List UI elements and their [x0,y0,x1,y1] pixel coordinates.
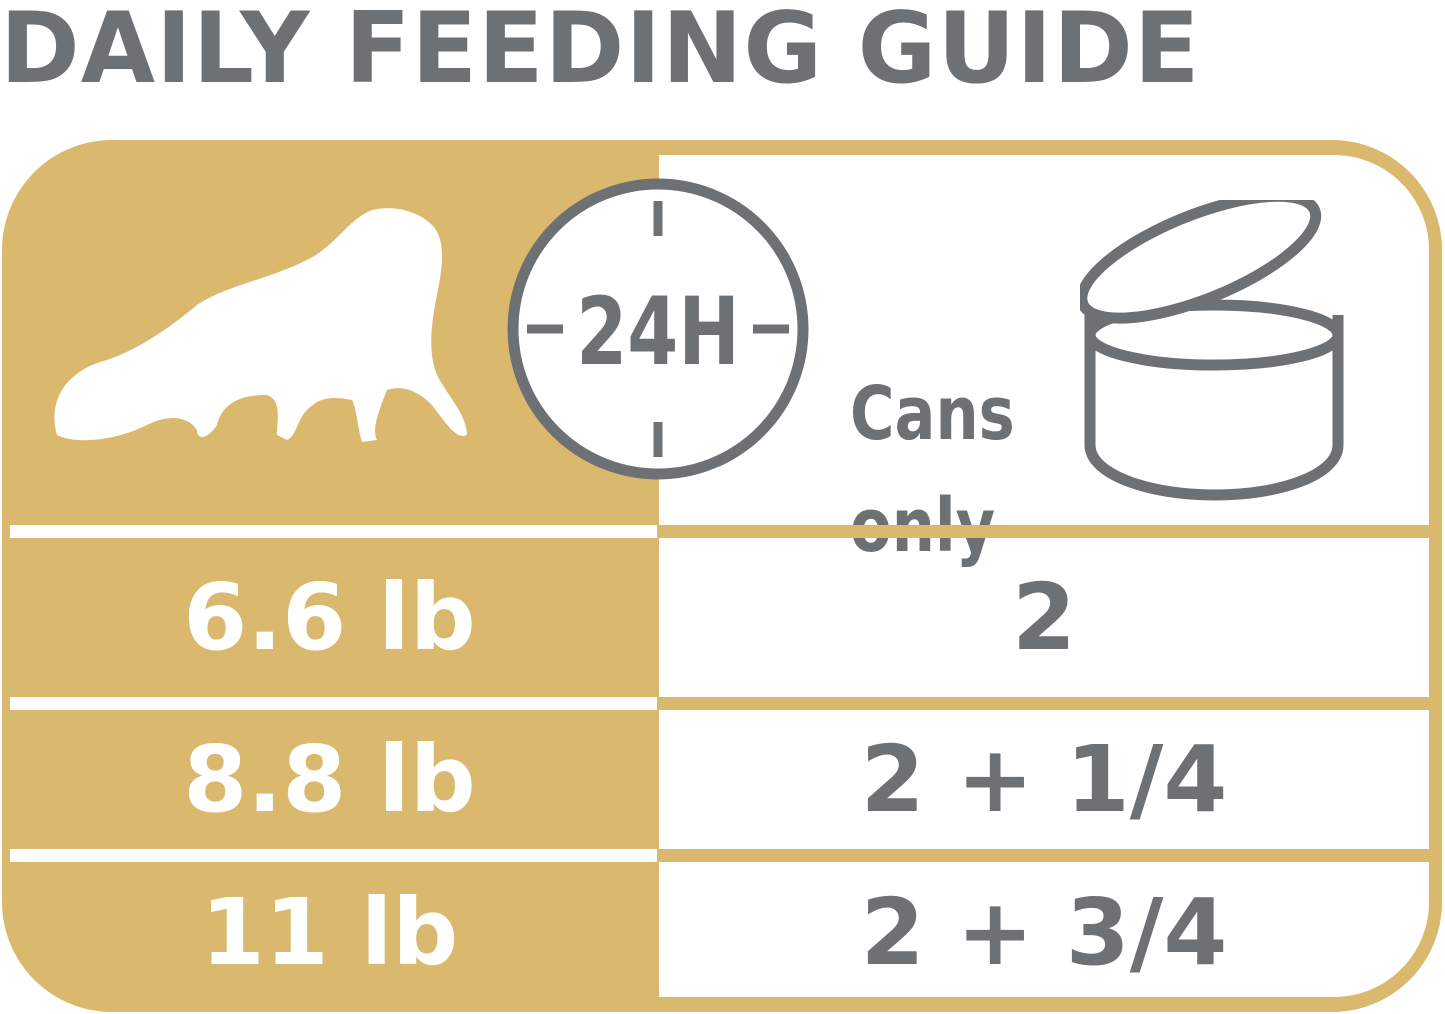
open-can-icon [1080,200,1344,501]
cans-cell: 2 + 3/4 [860,878,1228,986]
row-divider [10,525,657,538]
weight-cell: 6.6 lb [183,564,476,671]
clock-24h-icon: 24H [507,178,809,480]
weight-cell: 11 lb [200,878,459,986]
clock-label: 24H [576,277,739,386]
cat-silhouette-icon [54,208,467,442]
row-divider [10,697,657,710]
row-divider [659,697,1429,710]
feeding-table: 24H Cans only 6.6 lb 2 8.8 lb 2 + 1/4 11… [2,140,1442,1012]
cans-cell: 2 + 1/4 [860,726,1228,833]
row-divider [659,849,1429,862]
cans-label-line1: Cans [850,371,1015,457]
row-divider [659,525,1429,538]
row-divider [10,849,657,862]
weight-cell: 8.8 lb [183,726,476,833]
page-title: DAILY FEEDING GUIDE [0,0,1201,106]
cans-cell: 2 [1011,564,1076,671]
